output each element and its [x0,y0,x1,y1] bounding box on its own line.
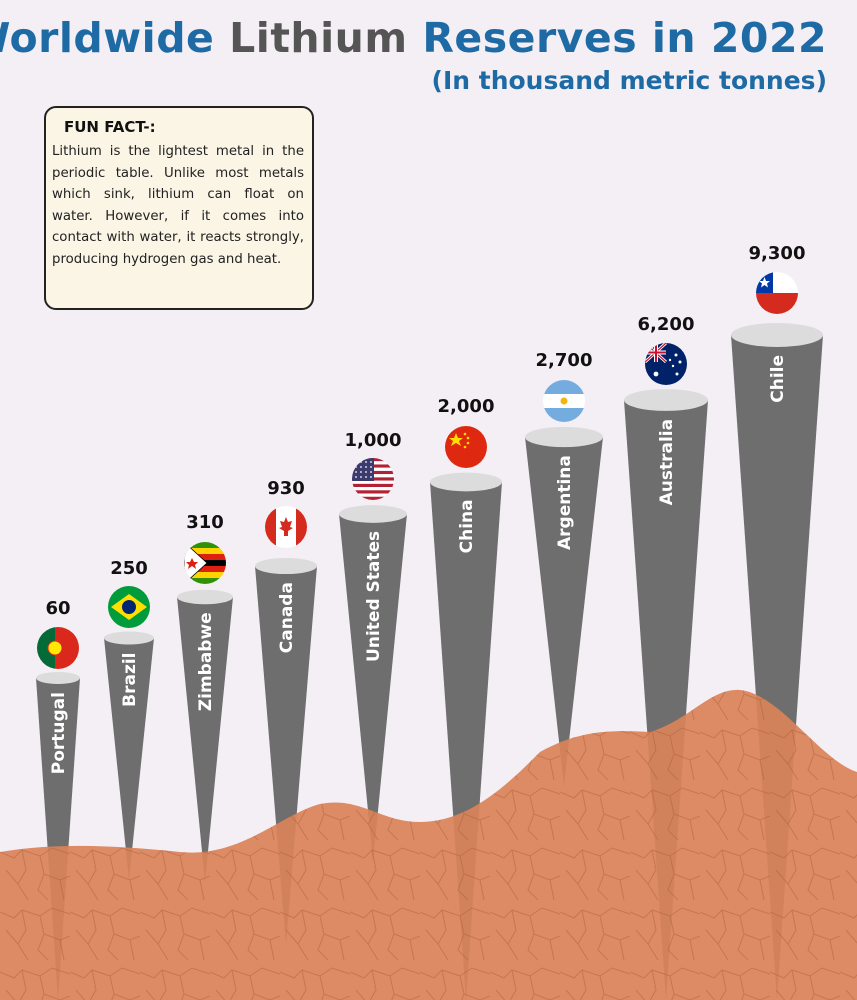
category-label: Canada [277,582,297,653]
pillar-brazil [104,638,154,880]
pillar-united-states [339,514,407,862]
title-part-3: Reserves in 2022 [407,14,827,62]
pillar-australia [624,400,708,1000]
value-label: 930 [267,478,305,499]
chart-subtitle: (In thousand metric tonnes) [431,66,827,95]
pillar-top-china [430,472,502,492]
fun-fact-title: FUN FACT-: [64,118,156,136]
ground-layer [0,689,857,1000]
usa-flag-icon [352,458,394,500]
pillar-top-canada [255,557,317,575]
category-label: Australia [657,419,677,506]
category-label: Brazil [120,653,140,707]
pillar-zimbabwe [177,597,233,882]
pillar-top-portugal [36,672,80,684]
brazil-flag-icon [108,586,150,628]
category-label: Portugal [49,692,69,774]
pillar-top-zimbabwe [177,589,233,605]
pillars-group [36,323,823,1000]
title-part-2: Lithium [229,14,408,62]
pillar-top-united-states [339,505,407,523]
value-label: 1,000 [345,430,402,451]
value-label: 310 [186,512,224,533]
category-label: Chile [768,355,788,403]
value-label: 2,700 [536,350,593,371]
argentina-flag-icon [543,380,585,422]
canada-flag-icon [265,506,307,548]
category-label: China [457,499,477,553]
ground-cracks [0,689,857,1000]
australia-flag-icon [645,343,687,385]
pillar-portugal [36,678,80,1000]
pillar-canada [255,566,317,945]
china-flag-icon [445,426,487,468]
zimbabwe-flag-icon [184,542,226,584]
value-label: 6,200 [638,314,695,335]
chart-title: Worldwide Lithium Reserves in 2022 [0,14,827,62]
pillar-top-australia [624,389,708,411]
value-label: 250 [110,558,148,579]
pillar-top-argentina [525,426,603,448]
value-label: 60 [45,598,70,619]
chile-flag-icon [756,272,798,314]
fun-fact-box: FUN FACT-: Lithium is the lightest metal… [44,106,314,310]
pillar-argentina [525,437,603,786]
value-label: 9,300 [749,243,806,264]
category-label: United States [364,531,384,662]
category-label: Argentina [555,455,575,550]
title-part-1: Worldwide [0,14,215,62]
pillar-top-brazil [104,631,154,645]
pillar-china [430,482,502,1000]
portugal-flag-icon [37,627,79,669]
labels-group: Portugal 60 Brazil 250 Zimbabwe 310 Canada 930 U… [37,243,805,774]
pillar-top-chile [731,323,823,347]
pillar-chile [731,335,823,1000]
category-label: Zimbabwe [196,612,216,711]
fun-fact-text: Lithium is the lightest metal in the per… [52,144,304,267]
value-label: 2,000 [438,396,495,417]
